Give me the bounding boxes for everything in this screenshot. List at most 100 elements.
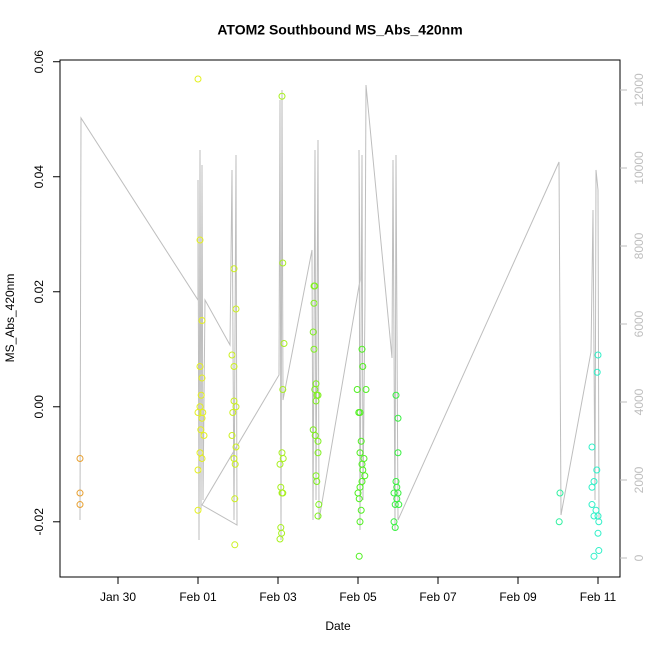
point [390,489,398,497]
point [556,489,564,497]
point [310,299,318,307]
point [353,386,361,394]
line [79,84,600,540]
point [590,512,598,520]
y2-tick-label: 2000 [632,466,646,493]
x-tick-label: Feb 03 [259,590,297,604]
point [311,432,319,440]
point [593,368,601,376]
point [194,466,202,474]
point [276,535,284,543]
x-tick-label: Feb 09 [499,590,537,604]
x-tick-label: Feb 01 [179,590,217,604]
point [392,391,400,399]
point [278,92,286,100]
point [394,414,402,422]
plot-frame [59,59,621,578]
point [197,426,205,434]
point [355,552,363,560]
point [312,397,320,405]
point [391,524,399,532]
point [356,449,364,457]
point [362,386,370,394]
point [76,489,84,497]
point [197,391,205,399]
point [309,328,317,336]
x-tick-label: Feb 11 [580,590,617,604]
y2-tick-label: 8000 [632,232,646,259]
point [232,443,240,451]
point [593,466,601,474]
y-tick-label: 0.04 [32,165,46,189]
point [231,460,239,468]
point [361,472,369,480]
y2-tick-label: 12000 [632,73,646,107]
point [310,345,318,353]
point [357,506,365,514]
point [395,501,403,509]
y-tick-label: 0.06 [32,50,46,74]
point [194,506,202,514]
point [595,518,603,526]
y-tick-label: 0.02 [32,280,46,304]
y2-tick-label: 6000 [632,310,646,337]
point [555,518,563,526]
point [356,518,364,526]
y-tick-label: 0.00 [32,395,46,419]
point [230,265,238,273]
point [232,403,240,411]
point [196,363,204,371]
y-axis-label: MS_Abs_420nm [3,274,17,363]
point [228,351,236,359]
y-tick-label: -0.02 [32,508,46,536]
y2-tick-label: 0 [632,554,646,561]
point [594,351,602,359]
point [196,236,204,244]
x-axis-label: Date [325,619,351,633]
point [357,437,365,445]
point [198,414,206,422]
point [279,455,287,463]
point [359,363,367,371]
point [76,501,84,509]
point [595,547,603,555]
point [198,317,206,325]
point [356,409,364,417]
point [394,449,402,457]
point [315,501,323,509]
point [314,449,322,457]
point [588,483,596,491]
point [279,386,287,394]
x-tick-label: Feb 07 [419,590,457,604]
x-tick-label: Jan 30 [100,590,136,604]
point [229,409,237,417]
y2-tick-label: 4000 [632,388,646,415]
point [278,489,286,497]
x-tick-label: Feb 05 [339,590,377,604]
point [194,409,202,417]
point [279,259,287,267]
point [200,432,208,440]
point [311,282,319,290]
point [230,363,238,371]
point [358,345,366,353]
point [280,340,288,348]
point [588,443,596,451]
point [276,460,284,468]
chart-title: ATOM2 Southbound MS_Abs_420nm [217,22,462,38]
point [231,495,239,503]
point [231,541,239,549]
point [355,495,363,503]
point [76,455,84,463]
point [194,75,202,83]
point [228,432,236,440]
point [232,305,240,313]
point [198,374,206,382]
y2-tick-label: 10000 [632,151,646,185]
point [314,512,322,520]
point [314,437,322,445]
point [313,478,321,486]
point [391,501,399,509]
